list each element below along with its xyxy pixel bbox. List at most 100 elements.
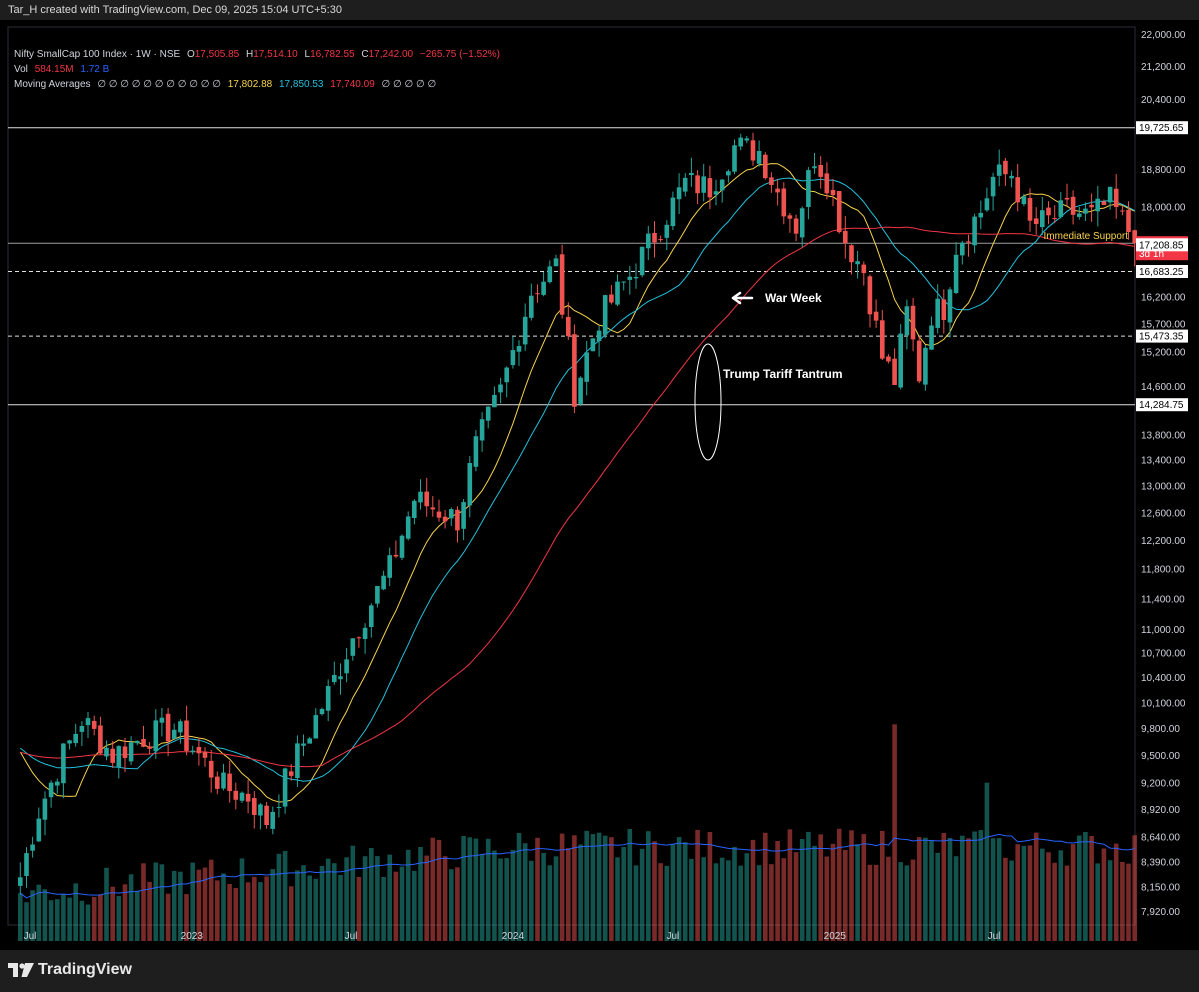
change-value: −265.75 (−1.52%) (419, 49, 500, 60)
candle-body (529, 295, 534, 318)
candle-body (861, 264, 867, 274)
price-tick-label: 15,700.00 (1141, 320, 1186, 331)
volume-bar (787, 829, 793, 941)
candle-body (418, 491, 423, 503)
vol-label[interactable]: Vol (14, 64, 28, 75)
volume-bar (1070, 844, 1076, 941)
candle-body (812, 166, 817, 169)
volume-bar (1052, 862, 1057, 941)
volume-bar (418, 847, 423, 941)
candle-body (972, 216, 977, 246)
volume-bar (1089, 836, 1094, 941)
volume-bar (719, 857, 725, 941)
vol-value: 584.15M (34, 64, 74, 75)
volume-bar (818, 834, 823, 941)
chart-legend: Nifty SmallCap 100 Index · 1W · NSE O17,… (14, 47, 500, 92)
candle-body (1095, 198, 1100, 212)
candle-body (904, 306, 910, 336)
price-tick-label: 22,000.00 (1141, 30, 1186, 41)
candle-body (128, 742, 134, 762)
candle-body (270, 811, 275, 829)
volume-bar (381, 877, 386, 941)
volume-bar (473, 838, 479, 941)
attribution-text: Tar_H created with TradingView.com, Dec … (8, 4, 342, 16)
volume-bar (769, 864, 774, 941)
price-tick-label: 10,400.00 (1141, 673, 1186, 684)
volume-bar (615, 857, 620, 941)
volume-bar (492, 850, 497, 941)
volume-bar (387, 854, 392, 941)
volume-bar (572, 835, 577, 941)
time-axis: Jul 2023 Jul 2024 Jul 2025 Jul (24, 931, 1001, 942)
price-tick-label: 13,000.00 (1141, 482, 1186, 493)
volume-bar (350, 845, 356, 941)
candle-body (36, 818, 42, 842)
volume-bar (190, 862, 195, 941)
candle-body (147, 746, 152, 749)
candle-body (79, 726, 85, 732)
chart-frame[interactable]: Immediate Support 22,000.00 21,200.00 20,4… (0, 20, 1199, 950)
volume-bar (682, 842, 688, 941)
volume-bar (553, 856, 559, 941)
price-tick-label: 14,600.00 (1141, 382, 1186, 393)
candle-body (375, 586, 380, 604)
candle-body (387, 555, 392, 578)
candle-body (430, 507, 436, 510)
low-label: L (304, 49, 311, 60)
candle-body (707, 178, 713, 198)
volume-bar (1009, 860, 1014, 941)
price-tick-label: 13,400.00 (1141, 456, 1186, 467)
candle-body (1107, 186, 1113, 203)
volume-bar (824, 856, 830, 941)
volume-bar (264, 876, 269, 941)
volume-bar (1046, 852, 1051, 941)
volume-bar (196, 869, 202, 941)
price-tick-label: 13,800.00 (1141, 430, 1186, 441)
candle-body (935, 298, 940, 328)
chart-canvas[interactable]: Immediate Support 22,000.00 21,200.00 20,4… (0, 20, 1199, 950)
volume-bar (843, 850, 848, 941)
candle-body (122, 746, 128, 758)
volume-bar (159, 864, 165, 941)
candle-body (689, 172, 694, 176)
volume-bar (301, 865, 306, 941)
ma-empty-values: ∅ ∅ ∅ ∅ ∅ ∅ ∅ ∅ ∅ ∅ ∅ (97, 79, 221, 90)
candle-body (978, 212, 984, 218)
volume-bar (756, 865, 762, 941)
candle-body (473, 436, 479, 467)
candle-body (1089, 204, 1094, 208)
volume-bar (566, 848, 571, 941)
candle-body (42, 798, 48, 820)
candle-body (399, 535, 405, 558)
candle-body (369, 605, 374, 627)
volume-bar (73, 883, 78, 941)
ma-label[interactable]: Moving Averages (14, 79, 91, 90)
candle-body (288, 771, 294, 776)
candle-body (233, 790, 239, 800)
war-week-arrow (731, 291, 754, 305)
volume-bar (602, 835, 608, 941)
volume-bar (775, 841, 780, 941)
candle-body (227, 773, 232, 792)
level-price-label: 17,208.85 (1139, 240, 1184, 251)
candle-body (596, 330, 602, 342)
candles (18, 132, 1137, 895)
candle-body (393, 554, 399, 557)
tradingview-logo[interactable]: TradingView (8, 960, 132, 980)
volume-bar (356, 877, 362, 941)
symbol-name[interactable]: Nifty SmallCap 100 Index · 1W · NSE (14, 49, 181, 60)
candle-body (652, 232, 657, 243)
volume-bar (639, 848, 645, 941)
candle-body (1070, 196, 1076, 215)
volume-bar (91, 897, 97, 941)
footer: TradingView (0, 950, 1199, 992)
volume-bar (128, 874, 134, 941)
candle-body (221, 772, 226, 789)
volume-bar (646, 831, 651, 941)
horizontal-levels (8, 127, 1135, 406)
candle-body (990, 176, 996, 197)
tariff-annotation: Trump Tariff Tantrum (723, 367, 843, 381)
volume-bar (1058, 850, 1064, 941)
volume-ma-line (20, 833, 1135, 899)
volume-bar (449, 869, 454, 941)
